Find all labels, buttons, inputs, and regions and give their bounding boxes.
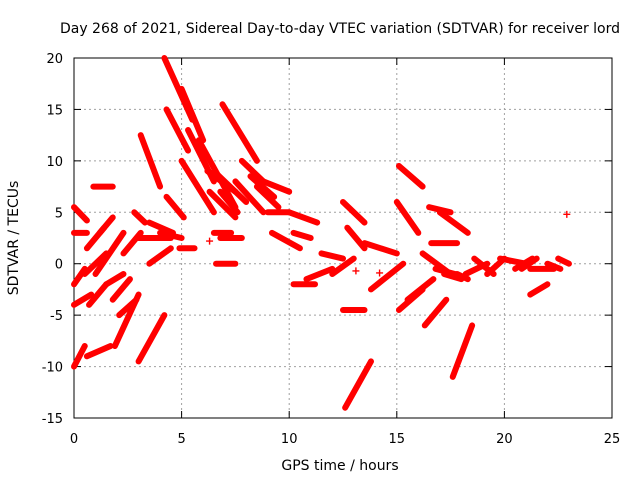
data-track [268,229,303,252]
data-track [71,291,95,308]
data-track [367,260,407,293]
data-track [96,214,116,236]
data-track [449,322,476,380]
data-point [206,237,214,245]
y-tick-label: 0 [55,258,63,273]
y-tick-label: -10 [42,361,63,376]
data-track [232,178,267,216]
y-tick-label: -15 [42,412,63,427]
data-track [178,157,217,216]
data-track [131,209,149,226]
y-tick-label: 15 [46,103,63,118]
data-track [146,245,174,267]
data-track [238,157,267,185]
data-track [81,250,110,277]
data-marks [71,55,572,411]
data-track [393,199,422,236]
y-tick-labels: -15 -10 -5 0 5 10 15 20 [42,52,63,427]
data-track [86,281,110,308]
plot-frame [73,57,613,419]
data-track [71,343,88,370]
data-track [217,188,241,216]
data-track [210,168,250,205]
data-track [318,250,346,262]
data-track [290,229,314,241]
data-track [163,106,192,154]
data-track [247,173,278,200]
data-track [206,188,239,221]
data-track [135,312,168,365]
x-axis-label: GPS time / hours [281,458,398,474]
data-point [376,269,384,277]
x-tick-label: 0 [70,432,78,447]
data-track [137,132,164,190]
data-track [395,163,426,190]
data-track [178,85,207,144]
data-track [329,255,357,277]
data-track [219,101,260,164]
x-tick-label: 10 [281,432,298,447]
data-track [340,199,368,226]
data-track [555,255,572,267]
data-track [421,296,450,329]
data-track [454,271,471,283]
y-tick-label: 20 [46,52,63,67]
data-track [342,358,374,411]
data-track [518,255,540,272]
data-track [163,193,187,221]
y-tick-label: -5 [50,309,63,324]
data-track [286,209,321,226]
data-track [436,209,471,236]
axis-ticks [73,57,613,419]
data-track [103,271,127,288]
chart-title: Day 268 of 2021, Sidereal Day-to-day VTE… [60,21,620,37]
data-track [116,296,140,319]
data-track [303,265,336,283]
data-track [260,178,293,195]
data-track [441,271,465,283]
data-point [563,210,571,218]
data-track [253,183,282,211]
x-tick-label: 20 [496,432,513,447]
data-track [527,281,551,298]
y-tick-label: 5 [55,206,63,221]
data-track [83,343,114,360]
x-tick-label: 5 [177,432,185,447]
data-track [92,229,127,277]
data-track [71,265,88,288]
x-tick-label: 25 [604,432,621,447]
data-track [109,276,133,303]
x-tick-label: 15 [389,432,406,447]
data-point [352,267,360,275]
y-axis-label: SDTVAR / TECUs [6,181,22,296]
data-track [544,260,564,272]
data-track [344,224,368,252]
x-tick-labels: 0 5 10 15 20 25 [70,432,620,447]
data-track [404,276,437,303]
data-track [361,240,400,257]
data-track [71,204,90,224]
data-track [146,219,176,236]
y-tick-label: 10 [46,155,63,170]
data-track [157,229,185,241]
